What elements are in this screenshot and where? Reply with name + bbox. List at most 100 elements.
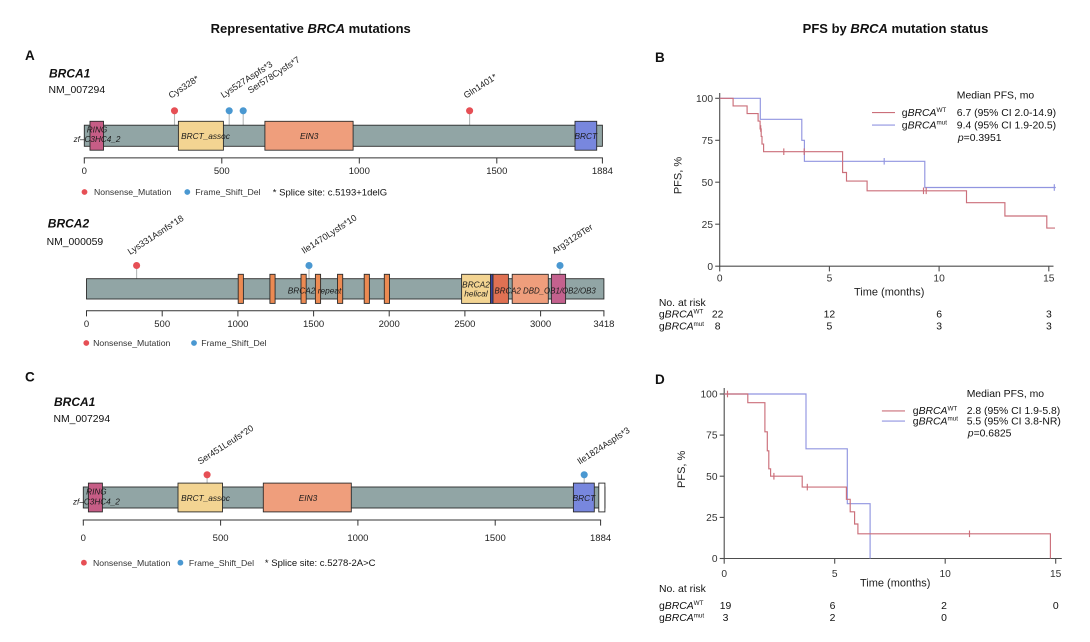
svg-text:BRCA1: BRCA1	[49, 67, 91, 81]
svg-text:RING: RING	[87, 126, 108, 135]
svg-text:100: 100	[701, 390, 718, 401]
svg-text:Median PFS, mo: Median PFS, mo	[957, 90, 1035, 101]
svg-text:5.5 (95% CI 3.8-NR): 5.5 (95% CI 3.8-NR)	[967, 416, 1061, 427]
svg-text:6: 6	[830, 601, 836, 612]
svg-text:8: 8	[715, 322, 721, 333]
svg-text:zf–C3HC4_2: zf–C3HC4_2	[72, 497, 120, 506]
svg-text:EIN3: EIN3	[299, 493, 318, 503]
svg-text:1884: 1884	[592, 166, 613, 177]
svg-text:2.8 (95% CI 1.9-5.8): 2.8 (95% CI 1.9-5.8)	[967, 406, 1061, 417]
svg-text:0: 0	[707, 262, 713, 273]
svg-text:C: C	[25, 370, 35, 385]
svg-text:EIN3: EIN3	[300, 131, 319, 141]
svg-text:gBRCAWT: gBRCAWT	[659, 309, 704, 321]
svg-text:75: 75	[702, 136, 714, 147]
svg-text:1000: 1000	[227, 319, 248, 330]
svg-text:BRCT_assoc: BRCT_assoc	[181, 131, 231, 141]
svg-text:2: 2	[941, 601, 947, 612]
svg-text:1500: 1500	[486, 166, 507, 177]
svg-text:Nonsense_Mutation: Nonsense_Mutation	[93, 338, 170, 348]
svg-text:10: 10	[940, 569, 952, 580]
svg-text:BRCT: BRCT	[573, 493, 597, 503]
svg-text:gBRCAmut: gBRCAmut	[659, 321, 704, 333]
svg-text:0: 0	[721, 569, 727, 580]
svg-text:3: 3	[723, 613, 729, 624]
svg-text:0: 0	[82, 166, 87, 177]
svg-text:gBRCAmut: gBRCAmut	[659, 612, 704, 624]
svg-text:RING: RING	[86, 488, 107, 497]
svg-text:500: 500	[213, 533, 229, 544]
svg-text:3: 3	[936, 322, 942, 333]
svg-text:helical: helical	[464, 289, 489, 299]
svg-text:1500: 1500	[303, 319, 324, 330]
svg-text:No. at risk: No. at risk	[659, 298, 707, 309]
svg-text:1000: 1000	[349, 166, 370, 177]
svg-text:B: B	[655, 50, 665, 65]
svg-text:5: 5	[832, 569, 838, 580]
svg-text:9.4 (95% CI 1.9-20.5): 9.4 (95% CI 1.9-20.5)	[957, 120, 1056, 131]
svg-text:Frame_Shift_Del: Frame_Shift_Del	[201, 338, 266, 348]
svg-text:D: D	[655, 372, 665, 387]
svg-text:Representative BRCA mutations: Representative BRCA mutations	[211, 21, 411, 36]
svg-text:No. at risk: No. at risk	[659, 584, 707, 595]
svg-text:Time (months): Time (months)	[860, 577, 931, 589]
svg-text:gBRCAmut: gBRCAmut	[902, 120, 947, 132]
svg-text:0: 0	[84, 319, 89, 330]
svg-text:0: 0	[81, 533, 86, 544]
svg-text:gBRCAmut: gBRCAmut	[913, 416, 958, 428]
svg-text:BRCA2: BRCA2	[48, 217, 90, 231]
svg-text:6.7 (95% CI 2.0-14.9): 6.7 (95% CI 2.0-14.9)	[957, 108, 1056, 119]
svg-text:Frame_Shift_Del: Frame_Shift_Del	[195, 187, 260, 197]
svg-text:PFS, %: PFS, %	[673, 157, 685, 195]
svg-text:500: 500	[154, 319, 170, 330]
svg-text:0: 0	[1053, 601, 1059, 612]
svg-text:22: 22	[712, 310, 724, 321]
svg-text:19: 19	[720, 601, 732, 612]
svg-text:* Splice site: c.5193+1delG: * Splice site: c.5193+1delG	[273, 187, 387, 198]
svg-text:50: 50	[706, 472, 718, 483]
svg-text:2: 2	[830, 613, 836, 624]
svg-text:NM_007294: NM_007294	[54, 414, 111, 425]
svg-text:6: 6	[936, 310, 942, 321]
svg-text:* Splice site: c.5278-2A>C: * Splice site: c.5278-2A>C	[265, 558, 376, 569]
svg-text:12: 12	[824, 310, 836, 321]
svg-text:5: 5	[827, 273, 833, 284]
svg-text:Nonsense_Mutation: Nonsense_Mutation	[94, 187, 171, 197]
svg-text:gBRCAWT: gBRCAWT	[913, 405, 958, 417]
svg-text:25: 25	[702, 220, 714, 231]
svg-text:3000: 3000	[530, 319, 551, 330]
svg-text:PFS by BRCA mutation status: PFS by BRCA mutation status	[803, 21, 989, 36]
svg-text:3: 3	[1046, 322, 1052, 333]
svg-text:5: 5	[827, 322, 833, 333]
svg-text:gBRCAWT: gBRCAWT	[659, 600, 704, 612]
svg-text:BRCT: BRCT	[575, 131, 599, 141]
svg-text:2000: 2000	[379, 319, 400, 330]
svg-text:0: 0	[941, 613, 947, 624]
svg-text:10: 10	[933, 273, 945, 284]
svg-text:BRCT_assoc: BRCT_assoc	[181, 493, 231, 503]
svg-text:A: A	[25, 48, 35, 63]
svg-text:PFS, %: PFS, %	[676, 450, 688, 488]
svg-text:zf–C3HC4_2: zf–C3HC4_2	[73, 135, 121, 144]
svg-text:BRCA2: BRCA2	[462, 280, 490, 290]
svg-text:0: 0	[717, 273, 723, 284]
svg-text:p=0.3951: p=0.3951	[957, 133, 1002, 144]
svg-text:3: 3	[1046, 310, 1052, 321]
svg-text:Median PFS, mo: Median PFS, mo	[967, 389, 1045, 400]
svg-text:2500: 2500	[454, 319, 475, 330]
svg-text:3418: 3418	[593, 319, 614, 330]
svg-text:100: 100	[696, 94, 713, 105]
svg-text:15: 15	[1043, 273, 1055, 284]
svg-text:BRCA1: BRCA1	[54, 395, 96, 409]
svg-text:Time (months): Time (months)	[854, 286, 925, 298]
svg-text:BRCA2 repeat: BRCA2 repeat	[288, 286, 342, 296]
svg-text:1884: 1884	[590, 533, 611, 544]
svg-text:500: 500	[214, 166, 230, 177]
svg-text:BRCA2 DBD_OB1/OB2/OB3: BRCA2 DBD_OB1/OB2/OB3	[495, 286, 597, 295]
svg-text:Frame_Shift_Del: Frame_Shift_Del	[189, 558, 254, 568]
svg-text:NM_007294: NM_007294	[49, 85, 106, 96]
svg-text:p=0.6825: p=0.6825	[967, 429, 1012, 440]
svg-text:Nonsense_Mutation: Nonsense_Mutation	[93, 558, 170, 568]
svg-text:75: 75	[706, 431, 718, 442]
svg-text:1500: 1500	[485, 533, 506, 544]
